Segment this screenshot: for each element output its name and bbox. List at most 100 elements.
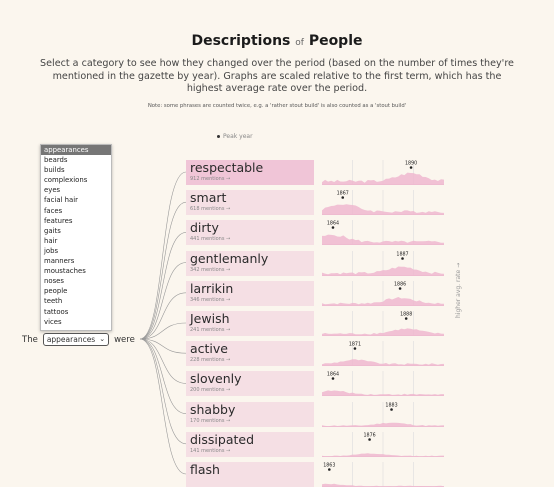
- connector-line: [139, 338, 187, 414]
- sparkline-area: [322, 172, 444, 185]
- term-row[interactable]: slovenly 200 mentions →: [186, 371, 314, 397]
- term-mentions-link[interactable]: 170 mentions →: [190, 417, 231, 424]
- term-label: shabby: [190, 401, 236, 417]
- category-option[interactable]: people: [44, 287, 68, 296]
- connector-line: [139, 338, 187, 354]
- sparkline-area: [322, 234, 444, 246]
- term-row[interactable]: respectable 912 mentions →: [186, 160, 314, 185]
- term-sparkline: 1871: [322, 341, 444, 367]
- peak-dot: [409, 166, 413, 169]
- title-descriptions: Descriptions: [191, 33, 291, 49]
- intro-text: Select a category to see how they change…: [40, 58, 514, 95]
- term-mentions-link[interactable]: 228 mentions →: [190, 357, 231, 364]
- category-option[interactable]: tattoos: [44, 307, 69, 316]
- sparkline-area: [322, 204, 444, 216]
- category-option[interactable]: facial hair: [44, 196, 79, 205]
- peak-dot: [331, 377, 335, 381]
- term-mentions-link[interactable]: 342 mentions →: [190, 266, 231, 273]
- title-of: of: [295, 38, 304, 48]
- peak-dot: [328, 468, 331, 471]
- term-label: larrikin: [190, 280, 234, 296]
- term-mentions-link[interactable]: 200 mentions →: [190, 387, 231, 394]
- term-sparkline: 1864: [322, 371, 444, 397]
- category-option[interactable]: noses: [44, 277, 65, 286]
- term-row[interactable]: larrikin 346 mentions →: [186, 280, 314, 306]
- category-option[interactable]: hair: [44, 236, 58, 245]
- peak-year-label: 1890: [405, 161, 417, 167]
- term-label: slovenly: [190, 371, 242, 387]
- term-sparkline: 1863: [322, 462, 444, 487]
- connector-line: [139, 171, 187, 340]
- term-sparkline: 1867: [322, 190, 444, 216]
- connector-line: [139, 201, 187, 340]
- category-option[interactable]: jobs: [44, 246, 59, 255]
- category-select[interactable]: appearances ⌄: [42, 333, 110, 346]
- term-mentions-link[interactable]: 441 mentions →: [190, 236, 231, 243]
- peak-dot: [341, 196, 345, 199]
- term-sparkline: 1864: [322, 220, 444, 246]
- term-sparkline: 1886: [322, 280, 444, 306]
- peak-dot: [368, 437, 371, 441]
- category-option[interactable]: moustaches: [44, 267, 86, 276]
- category-dropdown-list[interactable]: appearances beards builds complexions eyes fa…: [40, 144, 112, 331]
- term-row[interactable]: smart 618 mentions →: [186, 190, 314, 216]
- category-option[interactable]: faces: [44, 206, 63, 215]
- peak-year-label: 1883: [385, 402, 397, 408]
- term-row[interactable]: Jewish 241 mentions →: [186, 311, 314, 336]
- peak-year-label: 1864: [327, 372, 339, 378]
- sparkline-area: [322, 359, 444, 367]
- sentence-prefix: The: [22, 334, 38, 345]
- term-mentions-link[interactable]: 141 mentions →: [190, 447, 231, 454]
- term-mentions-link[interactable]: 241 mentions →: [190, 327, 231, 333]
- sparkline-area: [322, 328, 444, 336]
- connector-line: [139, 232, 187, 340]
- term-mentions-link[interactable]: 618 mentions →: [190, 206, 231, 213]
- peak-year-label: 1887: [396, 251, 408, 257]
- chevron-down-icon: ⌄: [99, 335, 106, 343]
- peak-year-label: 1871: [349, 342, 361, 348]
- sparkline-area: [322, 422, 444, 427]
- category-sentence: The appearances ⌄ were: [22, 333, 135, 346]
- peak-year-label: 1886: [394, 281, 406, 287]
- term-label: active: [190, 341, 228, 357]
- category-option[interactable]: teeth: [44, 297, 63, 306]
- category-option[interactable]: appearances: [41, 145, 111, 156]
- connector-line: [139, 338, 187, 475]
- peak-year-label: 1863: [323, 463, 335, 469]
- sparkline-area: [322, 266, 444, 276]
- term-mentions-link[interactable]: 346 mentions →: [190, 296, 231, 303]
- term-mentions-link[interactable]: 912 mentions →: [190, 176, 231, 182]
- connector-line: [139, 322, 187, 340]
- peak-year-label: 1888: [400, 312, 412, 318]
- category-option[interactable]: eyes: [44, 186, 61, 195]
- term-sparkline: 1887: [322, 250, 444, 276]
- peak-dot: [398, 286, 402, 290]
- term-sparkline: 1876: [322, 431, 444, 457]
- connector-line: [139, 338, 187, 445]
- category-option[interactable]: features: [44, 216, 73, 225]
- category-option[interactable]: builds: [44, 166, 65, 175]
- peak-year-label: 1867: [337, 191, 349, 197]
- term-row[interactable]: gentlemanly 342 mentions →: [186, 250, 314, 276]
- term-sparkline: 1883: [322, 401, 444, 427]
- term-row[interactable]: flash: [186, 462, 314, 487]
- term-row[interactable]: dissipated 141 mentions →: [186, 431, 314, 457]
- category-option[interactable]: complexions: [44, 176, 88, 185]
- term-row[interactable]: active 228 mentions →: [186, 341, 314, 367]
- term-sparkline: 1888: [322, 311, 444, 336]
- term-row[interactable]: dirty 441 mentions →: [186, 220, 314, 246]
- sentence-suffix: were: [114, 334, 135, 345]
- connector-line: [139, 292, 187, 340]
- category-option[interactable]: beards: [44, 156, 68, 165]
- category-option[interactable]: gaits: [44, 226, 61, 235]
- connector-line: [139, 262, 187, 340]
- term-label: smart: [190, 190, 227, 206]
- page-title: Descriptions of People: [0, 33, 554, 49]
- term-label: flash: [190, 462, 220, 477]
- term-row[interactable]: shabby 170 mentions →: [186, 401, 314, 427]
- title-people: People: [308, 33, 363, 49]
- note-text: Note: some phrases are counted twice, e.…: [147, 103, 407, 109]
- category-option[interactable]: vices: [44, 317, 62, 326]
- peak-legend-label: Peak year: [223, 133, 253, 140]
- category-option[interactable]: manners: [44, 257, 75, 266]
